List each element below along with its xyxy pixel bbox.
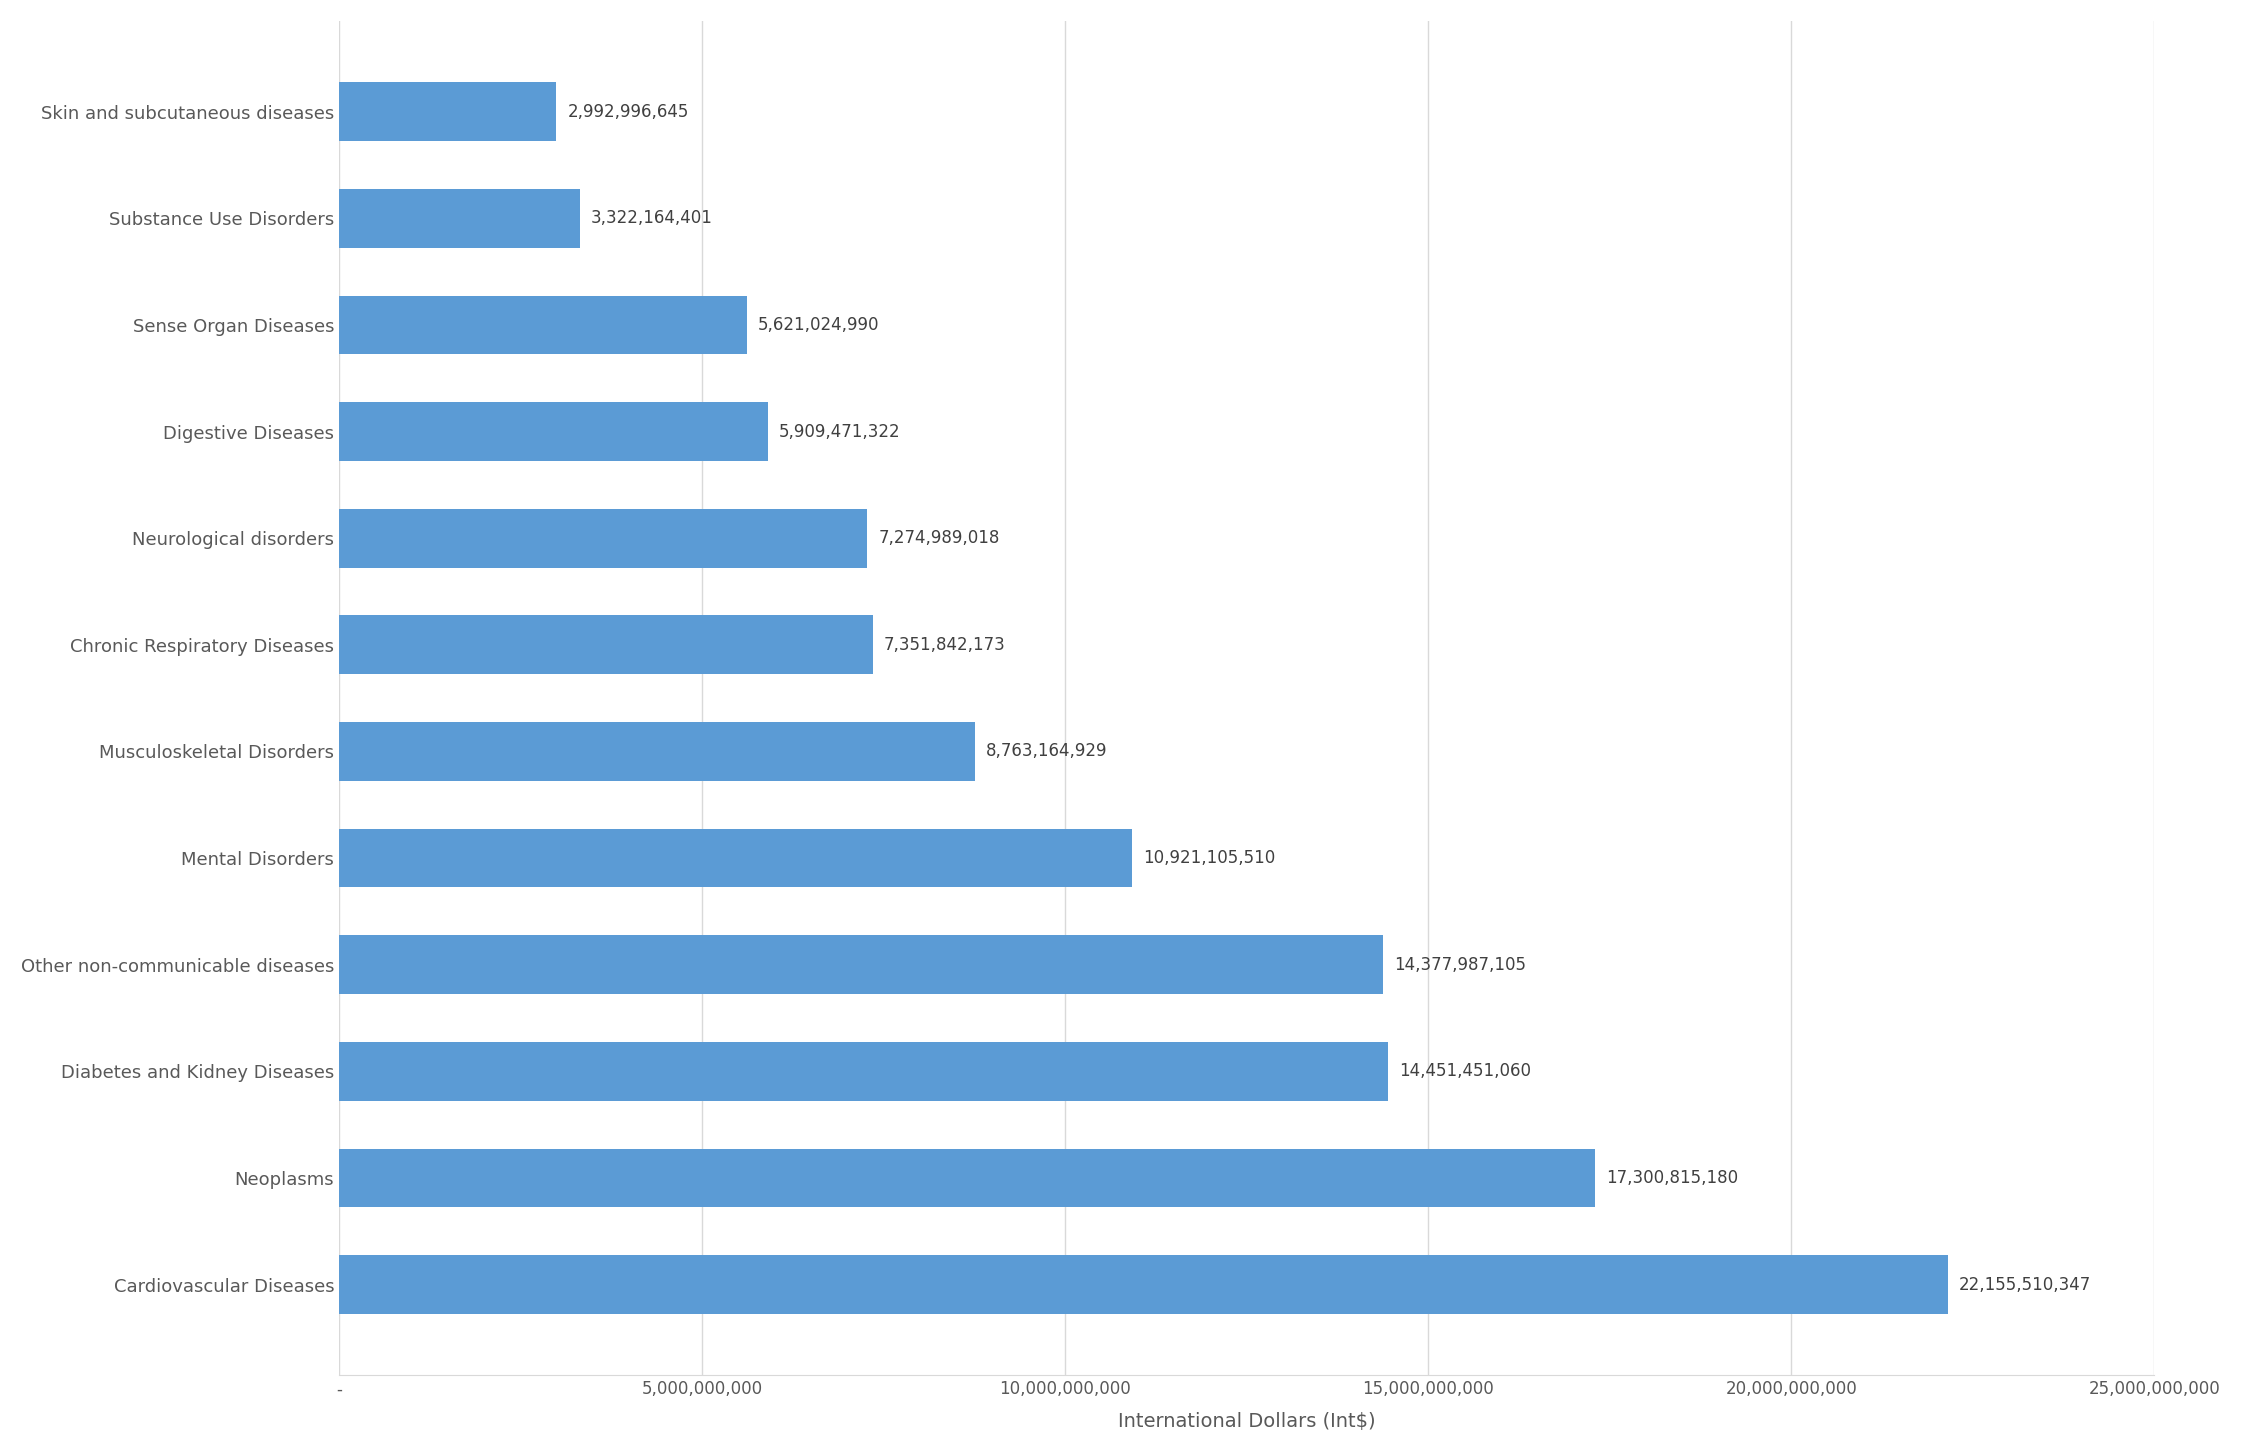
- Bar: [338, 189, 580, 248]
- Bar: [338, 1149, 1596, 1207]
- Text: 22,155,510,347: 22,155,510,347: [1959, 1275, 2091, 1294]
- X-axis label: International Dollars (Int$): International Dollars (Int$): [1118, 1413, 1376, 1432]
- Text: 17,300,815,180: 17,300,815,180: [1607, 1169, 1739, 1186]
- Bar: [338, 1255, 1947, 1314]
- Bar: [338, 616, 874, 674]
- Text: 7,351,842,173: 7,351,842,173: [883, 636, 1006, 653]
- Text: 8,763,164,929: 8,763,164,929: [986, 742, 1107, 761]
- Text: 5,909,471,322: 5,909,471,322: [780, 423, 901, 440]
- Bar: [338, 722, 975, 781]
- Text: 7,274,989,018: 7,274,989,018: [878, 529, 999, 547]
- Text: 2,992,996,645: 2,992,996,645: [567, 103, 688, 121]
- Bar: [338, 296, 746, 354]
- Text: 14,377,987,105: 14,377,987,105: [1394, 955, 1526, 974]
- Bar: [338, 508, 867, 568]
- Bar: [338, 402, 769, 460]
- Bar: [338, 935, 1383, 995]
- Text: 10,921,105,510: 10,921,105,510: [1143, 849, 1275, 867]
- Bar: [338, 1043, 1389, 1101]
- Bar: [338, 83, 556, 141]
- Text: 14,451,451,060: 14,451,451,060: [1398, 1063, 1531, 1080]
- Bar: [338, 829, 1132, 887]
- Text: 3,322,164,401: 3,322,164,401: [592, 209, 713, 228]
- Text: 5,621,024,990: 5,621,024,990: [757, 317, 881, 334]
